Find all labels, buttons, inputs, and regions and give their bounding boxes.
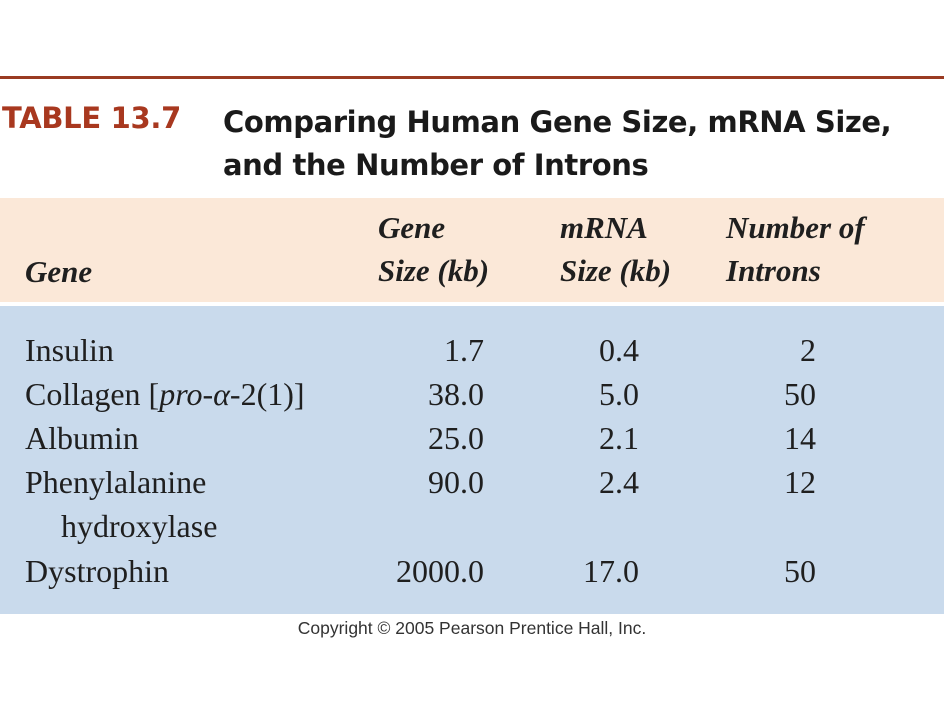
table-label: TABLE 13.7 <box>2 101 182 135</box>
row-2-introns: 50 <box>784 376 816 412</box>
header-gene: Gene <box>25 254 93 289</box>
header-mrna-size: mRNA Size (kb) <box>560 206 671 292</box>
row-4-gene-size: 90.0 <box>428 464 484 500</box>
row-4-gene: Phenylalanine <box>25 464 207 500</box>
row-2-gene-prefix: Collagen [ <box>25 376 160 412</box>
row-5-introns: 50 <box>784 553 816 589</box>
table-title-line-2: and the Number of Introns <box>223 148 649 182</box>
table-header-band <box>0 198 944 302</box>
row-5-gene-size: 2000.0 <box>396 553 484 589</box>
table-title: Comparing Human Gene Size, mRNA Size, an… <box>223 101 938 187</box>
header-introns: Number of Introns <box>726 206 865 292</box>
row-3-gene-size: 25.0 <box>428 420 484 456</box>
row-5-mrna-size: 17.0 <box>583 553 639 589</box>
row-4-mrna-size: 2.4 <box>599 464 639 500</box>
row-1-mrna-size: 0.4 <box>599 332 639 368</box>
row-3-mrna-size: 2.1 <box>599 420 639 456</box>
header-introns-line-1: Number of <box>726 210 865 245</box>
row-3-introns: 14 <box>784 420 816 456</box>
row-2-gene-suffix: -2(1)] <box>229 376 305 412</box>
row-2-gene: Collagen [pro-α-2(1)] <box>25 372 305 416</box>
row-1-gene-size: 1.7 <box>444 332 484 368</box>
header-gene-size: Gene Size (kb) <box>378 206 489 292</box>
row-2-gene-italic: pro-α <box>159 376 230 412</box>
header-gene-size-line-1: Gene <box>378 210 446 245</box>
row-3-gene: Albumin <box>25 420 139 456</box>
row-5-gene: Dystrophin <box>25 553 169 589</box>
table-body-band <box>0 306 944 614</box>
row-1-introns: 2 <box>800 332 816 368</box>
row-2-mrna-size: 5.0 <box>599 376 639 412</box>
copyright-notice: Copyright © 2005 Pearson Prentice Hall, … <box>297 618 647 638</box>
row-4-introns: 12 <box>784 464 816 500</box>
row-1-gene: Insulin <box>25 332 114 368</box>
header-mrna-size-line-1: mRNA <box>560 210 648 245</box>
row-2-gene-size: 38.0 <box>428 376 484 412</box>
header-introns-line-2: Introns <box>726 253 821 288</box>
header-mrna-size-line-2: Size (kb) <box>560 253 672 288</box>
header-gene-size-line-2: Size (kb) <box>378 253 490 288</box>
row-4-gene-line-2: hydroxylase <box>61 508 218 544</box>
top-rule <box>0 76 944 79</box>
table-title-line-1: Comparing Human Gene Size, mRNA Size, <box>223 105 892 139</box>
